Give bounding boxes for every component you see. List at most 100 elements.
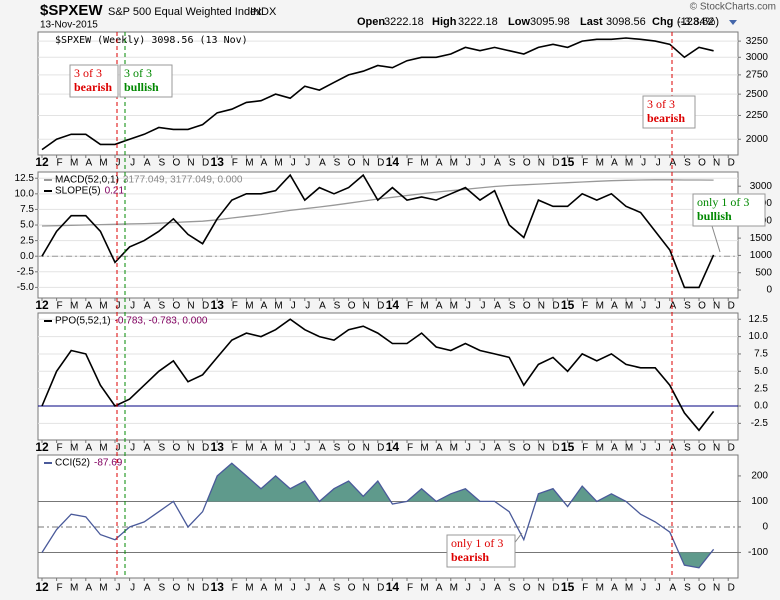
x-tick-label: O bbox=[523, 583, 531, 594]
panel-title: $SPXEW (Weekly) 3098.56 (13 Nov) bbox=[55, 35, 248, 46]
annotation-text: 3 of 3 bbox=[647, 97, 675, 111]
y-tick-label: 0 bbox=[762, 522, 768, 533]
x-tick-label: O bbox=[348, 158, 356, 169]
dropdown-icon[interactable] bbox=[729, 20, 737, 25]
y-tick-label: 100 bbox=[751, 496, 768, 507]
x-tick-label: O bbox=[698, 443, 706, 454]
x-tick-label: D bbox=[552, 301, 559, 312]
x-tick-label: 13 bbox=[211, 580, 225, 594]
x-tick-label: D bbox=[202, 583, 209, 594]
x-tick-label: 12 bbox=[35, 298, 49, 312]
x-tick-label: D bbox=[728, 158, 735, 169]
legend-values: -87.69 bbox=[94, 458, 123, 469]
y2-tick-label: 0 bbox=[766, 285, 772, 296]
x-tick-label: A bbox=[144, 583, 151, 594]
x-tick-label: S bbox=[334, 158, 341, 169]
x-tick-label: M bbox=[420, 301, 428, 312]
legend-label: PPO(5,52,1) bbox=[55, 316, 111, 327]
x-tick-label: 15 bbox=[561, 155, 575, 169]
y-tick-label: 10.0 bbox=[15, 188, 35, 199]
x-tick-label: A bbox=[436, 301, 443, 312]
quote-value: -123.62 bbox=[677, 16, 714, 28]
x-tick-label: D bbox=[552, 443, 559, 454]
x-tick-label: A bbox=[436, 158, 443, 169]
callout-pointer bbox=[711, 225, 721, 253]
x-tick-label: 13 bbox=[211, 155, 225, 169]
x-tick-label: 15 bbox=[561, 580, 575, 594]
x-tick-label: S bbox=[509, 158, 516, 169]
x-tick-label: M bbox=[245, 301, 253, 312]
x-tick-label: A bbox=[611, 443, 618, 454]
y-tick-label: -2.5 bbox=[17, 266, 35, 277]
x-tick-label: N bbox=[538, 301, 545, 312]
x-tick-label: 12 bbox=[35, 580, 49, 594]
y-tick-label: 3000 bbox=[746, 52, 769, 63]
x-tick-label: S bbox=[334, 301, 341, 312]
x-tick-label: N bbox=[538, 583, 545, 594]
x-tick-label: D bbox=[377, 583, 384, 594]
legend-label: CCI(52) bbox=[55, 458, 90, 469]
x-tick-label: A bbox=[144, 158, 151, 169]
x-tick-label: S bbox=[509, 583, 516, 594]
quote-value: 3095.98 bbox=[530, 16, 570, 28]
x-tick-label: N bbox=[187, 583, 194, 594]
x-tick-label: M bbox=[450, 158, 458, 169]
x-tick-label: M bbox=[450, 443, 458, 454]
x-tick-label: J bbox=[305, 301, 310, 312]
x-tick-label: N bbox=[713, 443, 720, 454]
quote-label: Open bbox=[357, 16, 385, 28]
x-tick-label: A bbox=[85, 583, 92, 594]
x-tick-label: D bbox=[202, 443, 209, 454]
x-tick-label: N bbox=[187, 443, 194, 454]
x-tick-label: S bbox=[334, 443, 341, 454]
x-tick-label: 14 bbox=[386, 580, 400, 594]
x-tick-label: D bbox=[202, 158, 209, 169]
x-tick-label: J bbox=[466, 158, 471, 169]
plot-area bbox=[37, 454, 739, 579]
series-line bbox=[41, 37, 714, 151]
x-tick-label: J bbox=[641, 583, 646, 594]
x-tick-label: 13 bbox=[211, 440, 225, 454]
x-tick-label: O bbox=[173, 583, 181, 594]
x-tick-label: D bbox=[728, 443, 735, 454]
panel: -2.50.02.55.07.510.012.512 F M A M J J A S O N D 13 F… bbox=[35, 312, 769, 454]
x-tick-label: M bbox=[596, 158, 604, 169]
series-line bbox=[41, 173, 715, 289]
annotation-text: only 1 of 3 bbox=[697, 195, 749, 209]
quote-value: 3098.56 bbox=[606, 16, 646, 28]
x-tick-label: A bbox=[319, 301, 326, 312]
x-tick-label: D bbox=[377, 158, 384, 169]
x-tick-label: J bbox=[130, 583, 135, 594]
x-tick-label: F bbox=[232, 301, 238, 312]
x-tick-label: A bbox=[261, 583, 268, 594]
series-line bbox=[41, 462, 715, 569]
x-tick-label: F bbox=[57, 158, 63, 169]
x-tick-label: O bbox=[698, 583, 706, 594]
x-tick-label: J bbox=[130, 158, 135, 169]
x-tick-label: A bbox=[669, 301, 676, 312]
index-name: S&P 500 Equal Weighted Index bbox=[108, 6, 262, 18]
y-tick-label: 3250 bbox=[746, 36, 769, 47]
change-pct: (-3.84%) bbox=[677, 16, 719, 28]
quote-label: Last bbox=[580, 16, 603, 28]
x-tick-label: N bbox=[538, 158, 545, 169]
x-tick-label: J bbox=[305, 158, 310, 169]
y2-tick-label: 1500 bbox=[750, 233, 773, 244]
x-tick-label: M bbox=[625, 443, 633, 454]
x-tick-label: S bbox=[684, 443, 691, 454]
annotation-text: only 1 of 3 bbox=[451, 536, 503, 550]
annotation-text: bullish bbox=[124, 80, 159, 94]
x-tick-label: M bbox=[596, 443, 604, 454]
x-tick-label: S bbox=[509, 443, 516, 454]
y-tick-label: 10.0 bbox=[749, 331, 769, 342]
series-line bbox=[41, 318, 715, 432]
x-tick-label: J bbox=[481, 583, 486, 594]
x-tick-label: O bbox=[698, 301, 706, 312]
panel: -5.0 -2.5 0.0 2.5 5.0 7.5 10.0 12.5 0 500 1000 1500… bbox=[15, 171, 773, 312]
x-tick-label: J bbox=[291, 443, 296, 454]
x-tick-label: J bbox=[291, 301, 296, 312]
x-tick-label: M bbox=[625, 158, 633, 169]
